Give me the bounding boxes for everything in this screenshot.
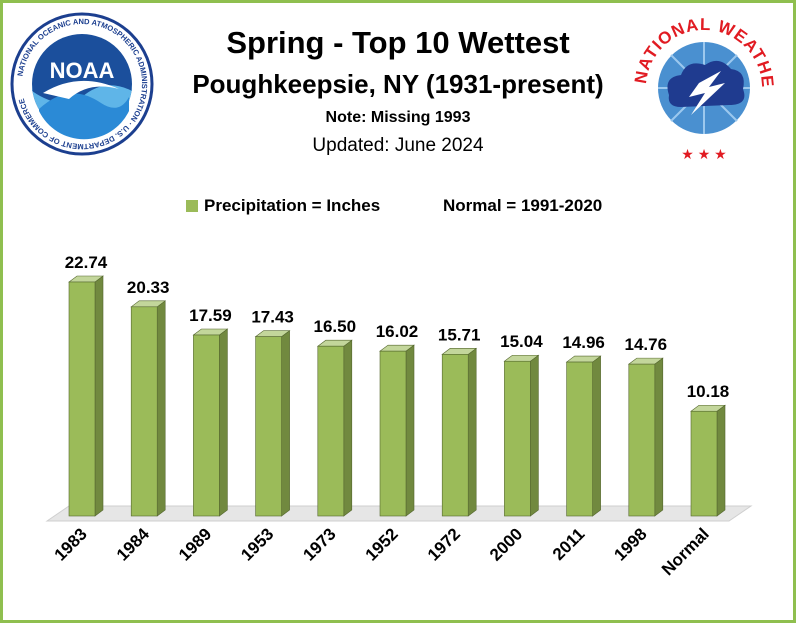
legend-normal-label: Normal = 1991-2020 bbox=[443, 196, 603, 215]
x-tick-label: 1953 bbox=[237, 524, 277, 564]
bar-side bbox=[156, 300, 166, 517]
x-tick-label: 1998 bbox=[610, 524, 650, 564]
bar-side bbox=[281, 330, 290, 517]
bar-group bbox=[379, 344, 415, 517]
bar bbox=[628, 363, 656, 517]
bar-side bbox=[343, 339, 353, 517]
bar-group bbox=[503, 354, 540, 517]
bar-group bbox=[130, 300, 167, 517]
bar bbox=[193, 334, 220, 517]
bar bbox=[255, 336, 282, 517]
bar-side bbox=[405, 344, 415, 517]
bar bbox=[441, 354, 469, 517]
bar-group bbox=[68, 275, 104, 517]
x-tick-label: 1972 bbox=[424, 524, 464, 564]
bar-group bbox=[565, 355, 602, 517]
nws-star-icon: ★ ★ ★ bbox=[681, 146, 726, 162]
nws-logo-icon: NATIONAL WEATHER SERVICE ★ ★ ★ bbox=[629, 13, 776, 162]
data-label: 20.33 bbox=[127, 278, 170, 297]
bar-group bbox=[254, 330, 291, 517]
data-label: 22.74 bbox=[65, 253, 108, 272]
chart-title: Spring - Top 10 Wettest bbox=[226, 25, 570, 60]
bar-side bbox=[467, 347, 477, 517]
bar-side bbox=[716, 404, 726, 517]
bar bbox=[504, 360, 531, 517]
noaa-logo-text: NOAA bbox=[50, 58, 115, 83]
data-label: 16.50 bbox=[314, 317, 357, 336]
bar-side bbox=[592, 355, 601, 517]
data-label: 16.02 bbox=[376, 322, 419, 341]
data-label: 14.76 bbox=[625, 335, 668, 354]
bar bbox=[317, 345, 345, 517]
data-label: 17.59 bbox=[189, 306, 232, 325]
bar-side bbox=[94, 275, 104, 517]
bar bbox=[690, 410, 718, 517]
data-label: 10.18 bbox=[687, 382, 730, 401]
bar-side bbox=[654, 357, 664, 517]
x-tick-label: Normal bbox=[658, 524, 713, 579]
x-tick-label: 1989 bbox=[175, 524, 215, 564]
data-label: 15.71 bbox=[438, 325, 481, 344]
x-tick-label: 1983 bbox=[51, 524, 91, 564]
bar bbox=[566, 361, 593, 517]
x-tick-label: 2011 bbox=[549, 524, 589, 564]
bar-group bbox=[316, 339, 353, 517]
bar-side bbox=[530, 354, 539, 517]
data-label: 17.43 bbox=[251, 308, 294, 327]
chart-subtitle: Poughkeepsie, NY (1931-present) bbox=[192, 69, 604, 99]
bar bbox=[68, 281, 96, 517]
bar-group bbox=[192, 328, 229, 517]
plot-area: 22.74 1983 20.33 1984 17.59 1989 17.43 1953 16.5… bbox=[45, 253, 753, 579]
bar bbox=[379, 350, 407, 517]
chart-updated: Updated: June 2024 bbox=[312, 135, 484, 156]
bar-side bbox=[219, 328, 228, 517]
x-tick-label: 1984 bbox=[113, 524, 154, 565]
bar-group bbox=[441, 347, 478, 517]
noaa-logo-icon: NOAA NATIONAL OCEANIC AND ATMOSPHERIC AD… bbox=[10, 12, 154, 156]
x-tick-label: 2000 bbox=[486, 524, 526, 564]
x-tick-label: 1973 bbox=[299, 524, 339, 564]
legend-swatch bbox=[186, 200, 198, 212]
legend-series-label: Precipitation = Inches bbox=[204, 196, 381, 215]
bar-group bbox=[627, 357, 664, 517]
bar-group bbox=[690, 404, 726, 517]
chart-note: Note: Missing 1993 bbox=[325, 109, 471, 126]
x-tick-label: 1952 bbox=[362, 524, 402, 564]
data-label: 15.04 bbox=[500, 332, 543, 351]
bar bbox=[130, 306, 158, 517]
data-label: 14.96 bbox=[562, 333, 605, 352]
chart-legend: Precipitation = Inches Normal = 1991-202… bbox=[3, 196, 793, 220]
